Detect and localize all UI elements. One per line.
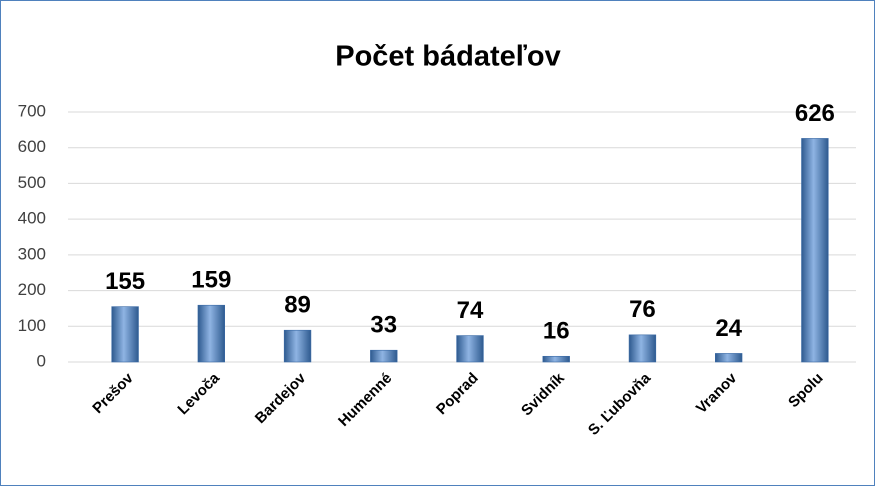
value-label: 89: [284, 292, 311, 319]
value-label: 76: [629, 296, 656, 323]
value-label: 74: [457, 297, 484, 324]
y-tick-label: 500: [18, 173, 46, 192]
y-tick-label: 600: [18, 137, 46, 156]
bar: [542, 355, 570, 363]
bar: [628, 334, 657, 363]
y-tick-label: 400: [18, 209, 46, 228]
value-label: 16: [543, 318, 570, 345]
value-label: 155: [105, 268, 145, 295]
bar: [715, 353, 743, 363]
bar: [456, 335, 484, 363]
bar: [801, 138, 829, 363]
chart-title: Počet bádateľov: [335, 41, 561, 73]
y-tick-label: 100: [18, 316, 46, 335]
value-label: 33: [370, 312, 397, 339]
bar: [111, 306, 139, 363]
bar: [370, 349, 398, 363]
value-label: 159: [191, 267, 231, 294]
bar: [283, 329, 312, 363]
value-label: 24: [715, 315, 742, 342]
bar: [197, 304, 225, 363]
y-tick-label: 200: [18, 280, 46, 299]
y-tick-label: 700: [18, 101, 46, 120]
value-label: 626: [795, 100, 835, 127]
y-tick-label: 0: [37, 351, 46, 370]
y-tick-label: 300: [18, 244, 46, 263]
